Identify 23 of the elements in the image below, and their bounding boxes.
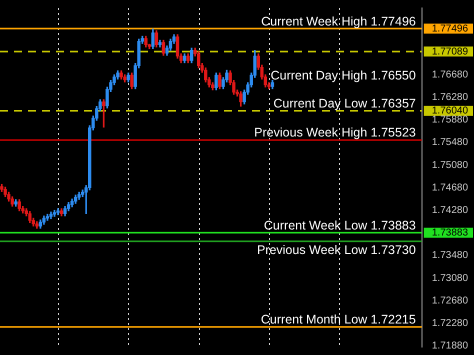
y-tick-label: 1.75480 xyxy=(432,137,468,148)
annotation: Current Day Low 1.76357 xyxy=(273,96,416,110)
y-tick-label: 1.74280 xyxy=(432,205,468,216)
ref-line-label: Current Week Low 1.73883 xyxy=(264,218,416,232)
y-tick-label: 1.74680 xyxy=(432,182,468,194)
y-tick-label: 1.75880 xyxy=(432,114,468,126)
y-tick-label: 1.77496 xyxy=(432,23,468,34)
y-tick-label: 1.71880 xyxy=(432,340,468,352)
y-tick-label: 1.76040 xyxy=(432,106,468,117)
y-tick-label: 1.75080 xyxy=(432,160,468,171)
ref-line-label: Previous Week Low 1.73730 xyxy=(256,243,416,258)
y-tick-label: 1.72280 xyxy=(432,318,468,330)
y-tick-label: 1.73883 xyxy=(432,227,468,238)
y-tick-label: 1.76680 xyxy=(432,69,468,80)
y-tick-label: 1.77089 xyxy=(432,46,468,58)
ref-line-label: Current Week High 1.77496 xyxy=(261,14,416,28)
y-tick-label: 1.73480 xyxy=(432,250,468,262)
ref-line-label: Previous Week High 1.75523 xyxy=(254,126,416,140)
y-tick-label: 1.76280 xyxy=(432,92,468,104)
y-tick-label: 1.73080 xyxy=(432,272,468,284)
y-tick-label: 1.72680 xyxy=(432,295,468,306)
ref-line-label: Current Month Low 1.72215 xyxy=(260,312,416,327)
annotation: Current Day High 1.76550 xyxy=(270,68,416,82)
